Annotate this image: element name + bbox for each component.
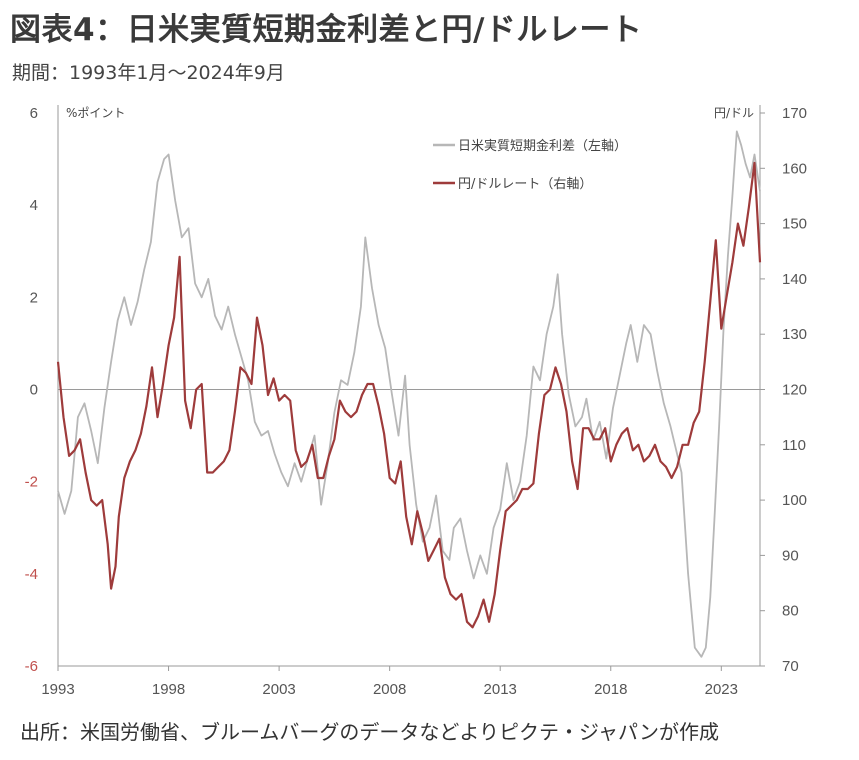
right-tick-label: 120: [782, 382, 807, 399]
x-tick-label: 2008: [373, 681, 406, 698]
right-tick-label: 170: [782, 105, 807, 122]
right-tick-label: 130: [782, 326, 807, 343]
chart-period: 期間：1993年1月～2024年9月: [12, 62, 285, 84]
x-tick-label: 1998: [152, 681, 185, 698]
right-tick-label: 90: [782, 547, 799, 564]
x-tick-label: 2003: [262, 681, 295, 698]
right-axis-unit: 円/ドル: [714, 106, 754, 120]
left-tick-label: 0: [30, 382, 38, 399]
right-tick-label: 150: [782, 216, 807, 233]
right-tick-label: 110: [782, 437, 806, 454]
x-tick-label: 2023: [705, 681, 738, 698]
legend-label: 日米実質短期金利差（左軸）: [458, 138, 627, 154]
x-tick-label: 2013: [484, 681, 517, 698]
left-tick-label: 4: [30, 197, 38, 214]
left-tick-label: -6: [25, 658, 38, 675]
left-tick-label: -4: [25, 566, 38, 583]
line-chart: -6 -4 -2 0 2 4 6 70 80 90 100 110 120 130 140 150 160 170…: [25, 105, 807, 698]
left-tick-label: 2: [30, 289, 38, 306]
right-tick-label: 100: [782, 492, 807, 509]
chart-title: 図表4：日米実質短期金利差と円/ドルレート: [10, 12, 643, 48]
x-tick-label: 1993: [41, 681, 74, 698]
left-tick-label: -2: [25, 474, 38, 491]
source-note: 出所：米国労働省、ブルームバーグのデータなどよりピクテ・ジャパンが作成: [20, 720, 719, 744]
legend-label: 円/ドルレート（右軸）: [458, 177, 592, 192]
right-tick-label: 160: [782, 160, 807, 177]
legend: 日米実質短期金利差（左軸） 円/ドルレート（右軸）: [433, 138, 627, 192]
usdjpy-line: [56, 161, 762, 629]
rate-differential-line: [57, 130, 761, 658]
x-tick-label: 2018: [594, 681, 627, 698]
right-tick-label: 80: [782, 603, 799, 620]
left-axis-unit: %ポイント: [66, 106, 125, 120]
right-tick-label: 140: [782, 271, 807, 288]
series-layer: [56, 130, 762, 658]
right-tick-label: 70: [782, 658, 799, 675]
left-tick-label: 6: [30, 105, 38, 122]
axes: -6 -4 -2 0 2 4 6 70 80 90 100 110 120 130 140 150 160 170…: [25, 105, 807, 698]
